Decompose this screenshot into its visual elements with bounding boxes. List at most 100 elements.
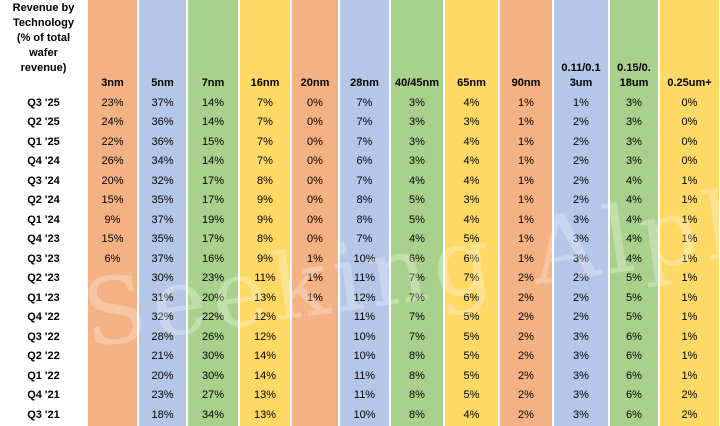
table-cell: 3% <box>573 233 589 246</box>
table-cell: 2% <box>518 389 534 402</box>
table-cell: 14% <box>253 369 277 382</box>
table-cell: 11% <box>254 272 276 285</box>
table-cell: 2% <box>573 174 589 187</box>
table-cell: 5% <box>409 213 425 226</box>
table-cell: 2% <box>573 116 589 129</box>
table-cell: 1% <box>681 350 698 363</box>
table-cell: 2% <box>573 291 589 304</box>
table-cell: 6% <box>463 252 480 265</box>
table-cell: 3% <box>463 194 480 207</box>
table-cell: 26% <box>201 330 225 343</box>
table-cell: 3% <box>573 350 589 363</box>
table-cell: 7% <box>409 330 425 343</box>
table-cell: 7% <box>356 116 373 129</box>
table-cell: 6% <box>626 408 642 421</box>
column-header: 0.11/0.1 3um <box>554 0 608 93</box>
table-cell: 7% <box>356 96 373 109</box>
table-cell: 35% <box>151 233 174 246</box>
table-cell: 4% <box>626 174 642 187</box>
table-cell: 11% <box>353 389 376 402</box>
table-cell: 12% <box>253 311 277 324</box>
column-header: 0.25um+ <box>660 0 719 93</box>
table-cell: 1% <box>518 116 534 129</box>
table-corner-label-text: Revenue by Technology (% of total wafer … <box>12 2 75 74</box>
table-cell: 10% <box>353 350 376 363</box>
column-header: 40/45nm <box>391 0 443 93</box>
table-cell: 36% <box>151 135 174 148</box>
table-cell: 0% <box>307 96 323 109</box>
table-cell: 4% <box>463 135 480 148</box>
column-background <box>391 0 443 426</box>
table-cell: 6% <box>626 389 642 402</box>
table-cell: 3% <box>573 330 589 343</box>
table-cell: 34% <box>201 408 225 421</box>
table-cell: 9% <box>257 213 273 226</box>
row-period-label: Q2 '24 <box>27 194 60 207</box>
table-cell <box>88 327 137 347</box>
table-cell: 6% <box>463 291 480 304</box>
row-period-label: Q3 '22 <box>27 330 60 343</box>
table-cell: 4% <box>409 233 425 246</box>
table-cell: 1% <box>681 213 698 226</box>
table-cell: 6% <box>356 155 373 168</box>
table-cell: 11% <box>353 272 376 285</box>
table-cell: 2% <box>681 389 698 402</box>
table-cell <box>292 327 338 347</box>
table-cell: 35% <box>151 194 174 207</box>
table-cell: 20% <box>101 174 124 187</box>
table-cell: 15% <box>201 135 225 148</box>
row-period-label: Q1 '23 <box>27 291 60 304</box>
table-cell: 30% <box>201 369 225 382</box>
column-background <box>240 0 290 426</box>
table-cell: 20% <box>151 369 174 382</box>
table-cell: 17% <box>201 233 225 246</box>
row-period-label: Q1 '22 <box>27 369 60 382</box>
column-header: 7nm <box>188 0 238 93</box>
row-period-label: Q3 '21 <box>27 408 60 421</box>
table-cell: 5% <box>463 389 480 402</box>
column-header-label: 28nm <box>350 77 379 89</box>
table-cell: 1% <box>518 194 534 207</box>
table-cell: 5% <box>626 291 642 304</box>
table-cell: 37% <box>151 213 174 226</box>
column-header-label: 65nm <box>457 77 486 89</box>
table-cell: 9% <box>104 213 121 226</box>
table-cell: 1% <box>518 174 534 187</box>
table-cell: 6% <box>626 330 642 343</box>
table-cell <box>88 288 137 308</box>
table-cell: 2% <box>518 369 534 382</box>
table-cell: 30% <box>151 272 174 285</box>
table-cell <box>292 308 338 328</box>
table-cell: 13% <box>253 291 277 304</box>
table-cell: 4% <box>626 194 642 207</box>
table-cell: 7% <box>257 116 273 129</box>
table-cell: 4% <box>626 252 642 265</box>
column-background <box>188 0 238 426</box>
table-cell: 3% <box>626 96 642 109</box>
table-cell: 3% <box>463 116 480 129</box>
table-cell: 5% <box>626 311 642 324</box>
table-cell: 0% <box>307 135 323 148</box>
table-cell: 1% <box>307 272 323 285</box>
column-background <box>500 0 552 426</box>
table-cell: 12% <box>353 291 376 304</box>
row-period-label: Q3 '23 <box>27 252 60 265</box>
table-cell: 4% <box>409 174 425 187</box>
table-cell: 1% <box>518 155 534 168</box>
table-cell: 5% <box>463 350 480 363</box>
table-cell: 3% <box>626 116 642 129</box>
column-header: 28nm <box>340 0 389 93</box>
table-cell: 6% <box>104 252 121 265</box>
table-cell: 5% <box>409 194 425 207</box>
table-cell: 3% <box>409 155 425 168</box>
table-cell: 8% <box>409 389 425 402</box>
table-cell: 23% <box>151 389 174 402</box>
column-header-label: 0.11/0.1 3um <box>561 62 601 89</box>
column-background <box>610 0 658 426</box>
table-cell: 12% <box>253 330 277 343</box>
table-cell: 3% <box>409 116 425 129</box>
table-cell: 7% <box>257 135 273 148</box>
table-cell: 36% <box>151 116 174 129</box>
table-cell: 17% <box>201 174 225 187</box>
